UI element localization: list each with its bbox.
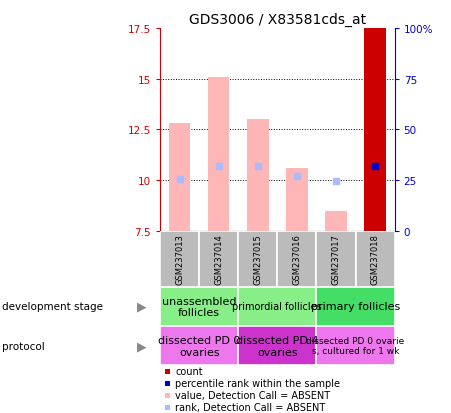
Bar (317, 326, 395, 366)
Bar (317, 287, 395, 326)
Text: count: count (175, 366, 203, 376)
Bar (208, 78, 230, 231)
Text: GSM237014: GSM237014 (214, 234, 223, 285)
Text: dissected PD 4
ovaries: dissected PD 4 ovaries (236, 335, 318, 357)
Text: GSM237015: GSM237015 (253, 234, 262, 285)
Text: dissected PD 0 ovarie
s, cultured for 1 wk: dissected PD 0 ovarie s, cultured for 1 … (306, 336, 405, 356)
Text: GSM237013: GSM237013 (175, 234, 184, 285)
Text: ▶: ▶ (137, 300, 147, 313)
Bar (364, 29, 386, 231)
Bar (160, 287, 238, 326)
Text: GSM237016: GSM237016 (292, 234, 301, 285)
Bar (238, 287, 317, 326)
Bar (286, 169, 308, 231)
Bar (238, 326, 317, 366)
Text: primary follicles: primary follicles (311, 301, 400, 312)
Title: GDS3006 / X83581cds_at: GDS3006 / X83581cds_at (189, 12, 366, 26)
Text: primordial follicles: primordial follicles (232, 301, 322, 312)
Text: rank, Detection Call = ABSENT: rank, Detection Call = ABSENT (175, 402, 326, 412)
Text: percentile rank within the sample: percentile rank within the sample (175, 378, 341, 388)
Text: GSM237018: GSM237018 (371, 234, 380, 285)
Text: GSM237017: GSM237017 (331, 234, 341, 285)
Text: protocol: protocol (2, 341, 45, 351)
Text: unassembled
follicles: unassembled follicles (162, 296, 236, 318)
Text: development stage: development stage (2, 301, 103, 312)
Bar (169, 124, 190, 231)
Bar (355, 231, 395, 287)
Bar (317, 231, 355, 287)
Bar (277, 231, 317, 287)
Text: value, Detection Call = ABSENT: value, Detection Call = ABSENT (175, 390, 331, 400)
Bar (160, 231, 199, 287)
Bar (325, 211, 347, 231)
Text: dissected PD 0
ovaries: dissected PD 0 ovaries (158, 335, 240, 357)
Text: ▶: ▶ (137, 339, 147, 352)
Bar (238, 231, 277, 287)
Bar (199, 231, 238, 287)
Bar (160, 326, 238, 366)
Bar (247, 120, 268, 231)
